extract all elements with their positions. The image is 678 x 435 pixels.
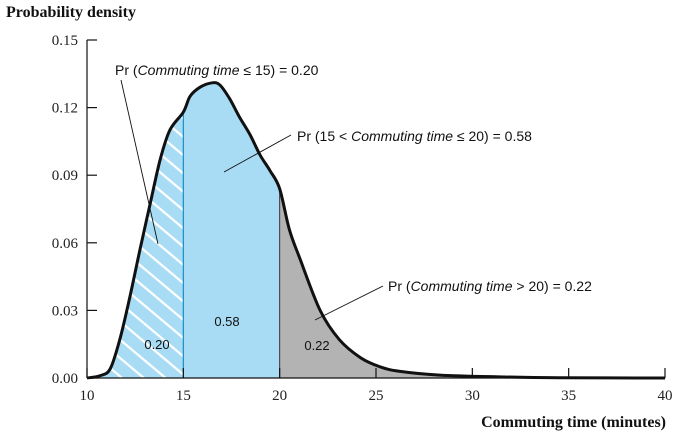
annotation-leader-line — [314, 285, 384, 321]
annotation-leader-line — [223, 134, 292, 173]
x-tick-label: 40 — [658, 388, 673, 404]
y-tick-label: 0.06 — [52, 236, 79, 252]
region-1 — [183, 82, 280, 378]
region-probability-label: 0.22 — [304, 338, 329, 353]
region-2 — [279, 188, 665, 378]
y-tick-label: 0.15 — [52, 33, 78, 49]
x-tick-label: 25 — [369, 388, 384, 404]
region-probability-label: 0.20 — [144, 337, 169, 352]
x-tick-label: 10 — [80, 388, 95, 404]
probability-annotation: Pr (Commuting time ≤ 15) = 0.20 — [115, 62, 319, 78]
annotation-leader-line — [120, 79, 159, 245]
y-tick-label: 0.09 — [52, 168, 78, 184]
y-tick-label: 0.12 — [52, 101, 78, 117]
probability-annotation: Pr (Commuting time > 20) = 0.22 — [388, 278, 592, 294]
y-tick-label: 0.03 — [52, 303, 78, 319]
probability-annotation: Pr (15 < Commuting time ≤ 20) = 0.58 — [297, 128, 532, 144]
region-probability-label: 0.58 — [214, 314, 239, 329]
x-tick-label: 20 — [272, 388, 287, 404]
y-tick-label: 0.00 — [52, 371, 78, 387]
density-curve — [86, 81, 666, 380]
y-axis-label: Probability density — [6, 4, 136, 21]
x-tick-label: 30 — [465, 388, 480, 404]
x-tick-label: 35 — [561, 388, 576, 404]
x-axis-label: Commuting time (minutes) — [481, 414, 666, 431]
x-tick-label: 15 — [176, 388, 191, 404]
region-0 — [87, 112, 184, 379]
